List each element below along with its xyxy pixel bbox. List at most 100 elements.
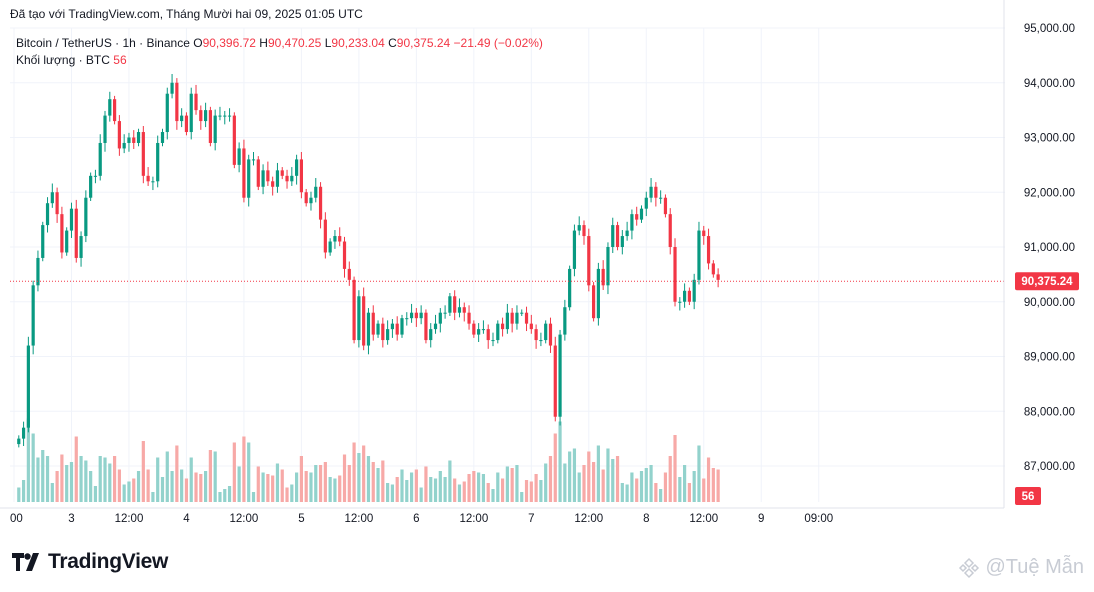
y-tick-label: 89,000.00 [1024, 352, 1075, 364]
volume-bar [223, 489, 227, 502]
candle-body [620, 236, 624, 247]
volume-bar [136, 471, 141, 502]
candle-body [467, 312, 471, 324]
volume-row: Khối lượng · BTC 56 [16, 52, 543, 69]
volume-bar [74, 436, 78, 502]
candle-body [548, 323, 553, 346]
candle-body [242, 148, 246, 198]
volume-bar [381, 460, 385, 502]
volume-bar [180, 469, 184, 502]
candle-body [36, 257, 40, 286]
x-tick-label: 12:00 [574, 513, 603, 525]
time-axis[interactable]: 00 3 12:00 4 12:00 5 12:00 6 12:00 7 12:00 8 12:00 9 0… [0, 507, 1004, 525]
volume-bar [515, 465, 519, 502]
candle-body [357, 296, 361, 341]
created-with-header: Đã tạo với TradingView.com, Tháng Mười h… [10, 7, 363, 21]
candle-body [529, 323, 533, 330]
volume-bar [309, 472, 313, 502]
volume-bar [65, 465, 69, 502]
candle-body [515, 312, 519, 324]
y-tick-label: 94,000.00 [1024, 78, 1075, 90]
volume-bar [256, 466, 260, 502]
volume-bar [711, 468, 715, 502]
candle-body [189, 93, 193, 133]
candle-body [299, 159, 303, 193]
candle-body [376, 323, 380, 335]
candle-body [668, 214, 672, 247]
volume-bar [591, 462, 596, 502]
candle-body [496, 323, 500, 341]
candle-body [371, 312, 375, 335]
candle-body [644, 197, 648, 209]
candle-body [433, 323, 438, 330]
candle-body [577, 225, 581, 231]
volume-bar [419, 487, 423, 502]
volume-bar [668, 456, 672, 502]
candle-body [89, 175, 93, 198]
candle-body [103, 115, 107, 143]
candle-body [352, 279, 356, 341]
volume-bar [165, 451, 169, 502]
candle-body [563, 307, 567, 335]
volume-bar [213, 451, 217, 502]
open-value: 90,396.72 [202, 36, 256, 50]
volume-bar [108, 463, 112, 502]
candle-body [706, 236, 711, 264]
candle-body [381, 323, 385, 341]
volume-bar [424, 466, 428, 502]
volume-bar [467, 474, 471, 502]
volume-bar [242, 436, 246, 502]
x-tick-label: 12:00 [344, 513, 373, 525]
candle-body [678, 301, 682, 303]
candle-body [582, 225, 586, 237]
candle-body [625, 230, 629, 237]
volume-bar [697, 445, 701, 502]
price-chart[interactable]: 95,000.00 94,000.00 93,000.00 92,000.00 91,0… [0, 0, 1094, 540]
candle-body [108, 99, 112, 116]
candle-body [141, 132, 145, 176]
volume-bar [486, 483, 490, 502]
candle-body [630, 214, 634, 231]
candle-body [136, 132, 141, 143]
candle-body [170, 82, 174, 94]
volume-bar [539, 480, 543, 502]
candle-body [534, 329, 538, 341]
close-value: 90,375.24 [396, 36, 451, 50]
volume-bar [247, 442, 251, 502]
volume-bar [529, 481, 533, 502]
candle-body [683, 290, 687, 302]
volume-bar [55, 471, 59, 502]
candle-body [17, 438, 21, 445]
volume-bar [601, 469, 605, 502]
volume-bar [534, 474, 538, 502]
candle-body [93, 175, 98, 177]
last-volume-text: 56 [1022, 491, 1035, 503]
axis-badges: 90,375.24 56 [1015, 272, 1079, 505]
candle-body [587, 236, 591, 286]
candle-body [386, 329, 390, 341]
price-axis[interactable]: 95,000.00 94,000.00 93,000.00 92,000.00 91,0… [1003, 0, 1075, 508]
candle-body [419, 312, 423, 319]
volume-bar [510, 468, 514, 502]
volume-bar [438, 471, 442, 502]
x-tick-label: 12:00 [689, 513, 718, 525]
volume-label[interactable]: Khối lượng · BTC [16, 53, 110, 67]
volume-bar [141, 441, 145, 502]
candle-body [438, 312, 442, 324]
candle-body [237, 148, 241, 165]
volume-bar [448, 460, 452, 502]
candle-body [702, 230, 706, 237]
candle-body [208, 110, 212, 143]
volume-bar [218, 492, 222, 502]
volume-bar [453, 478, 457, 502]
volume-bar [615, 456, 620, 502]
volume-bar [194, 472, 198, 502]
candle-body [194, 93, 198, 111]
candle-body [520, 312, 524, 314]
candle-body [409, 312, 414, 319]
y-tick-label: 91,000.00 [1024, 242, 1075, 254]
volume-bar [318, 465, 323, 502]
candle-body [223, 115, 227, 117]
candle-body [84, 197, 88, 237]
symbol-label[interactable]: Bitcoin / TetherUS · 1h · Binance [16, 36, 190, 50]
